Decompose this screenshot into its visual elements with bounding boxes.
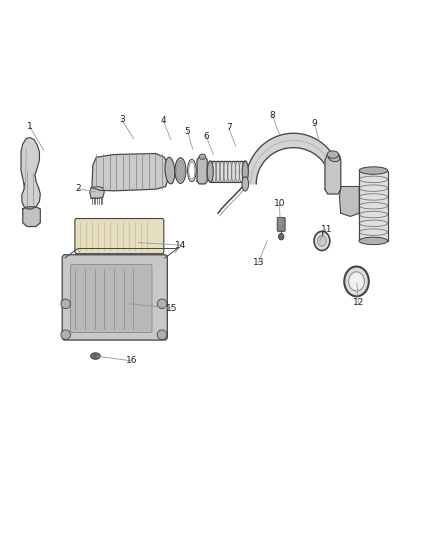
Ellipse shape	[359, 167, 388, 174]
Polygon shape	[359, 171, 388, 241]
Ellipse shape	[242, 177, 249, 191]
Text: 14: 14	[175, 241, 187, 249]
Text: 9: 9	[311, 119, 318, 128]
Ellipse shape	[157, 330, 167, 340]
Text: 2: 2	[75, 184, 81, 193]
Ellipse shape	[189, 162, 195, 179]
Polygon shape	[245, 133, 334, 184]
Circle shape	[279, 233, 284, 240]
Polygon shape	[325, 155, 341, 194]
Text: 12: 12	[353, 298, 364, 307]
Ellipse shape	[61, 330, 71, 340]
FancyBboxPatch shape	[62, 255, 167, 340]
Ellipse shape	[207, 161, 213, 182]
Text: 15: 15	[166, 304, 178, 312]
Ellipse shape	[327, 151, 339, 158]
Text: 3: 3	[119, 116, 125, 124]
Text: 7: 7	[226, 124, 232, 132]
Polygon shape	[23, 207, 40, 227]
Ellipse shape	[165, 157, 175, 184]
Ellipse shape	[175, 158, 186, 183]
Circle shape	[349, 272, 364, 291]
FancyBboxPatch shape	[76, 249, 163, 259]
Polygon shape	[197, 157, 207, 184]
Polygon shape	[21, 138, 40, 209]
Ellipse shape	[242, 161, 248, 182]
Ellipse shape	[93, 355, 98, 357]
Text: 6: 6	[203, 132, 209, 141]
Polygon shape	[339, 187, 359, 216]
Ellipse shape	[177, 160, 184, 181]
Text: 1: 1	[27, 123, 33, 131]
Ellipse shape	[157, 299, 167, 309]
FancyBboxPatch shape	[75, 219, 164, 254]
Text: 8: 8	[269, 111, 276, 120]
Circle shape	[318, 236, 326, 246]
Ellipse shape	[91, 353, 100, 359]
Ellipse shape	[187, 159, 196, 182]
Ellipse shape	[199, 154, 206, 159]
Polygon shape	[90, 187, 104, 198]
Text: 16: 16	[126, 357, 137, 365]
Text: 5: 5	[184, 127, 191, 135]
Polygon shape	[210, 161, 245, 182]
Ellipse shape	[61, 299, 71, 309]
Circle shape	[314, 231, 330, 251]
Text: 11: 11	[321, 225, 332, 233]
Text: 4: 4	[161, 117, 166, 125]
Ellipse shape	[328, 152, 340, 161]
Polygon shape	[92, 154, 169, 191]
FancyBboxPatch shape	[277, 217, 285, 231]
Text: 13: 13	[253, 258, 264, 266]
Text: 10: 10	[274, 199, 285, 208]
FancyBboxPatch shape	[71, 264, 152, 333]
Ellipse shape	[359, 237, 388, 245]
Circle shape	[344, 266, 369, 296]
